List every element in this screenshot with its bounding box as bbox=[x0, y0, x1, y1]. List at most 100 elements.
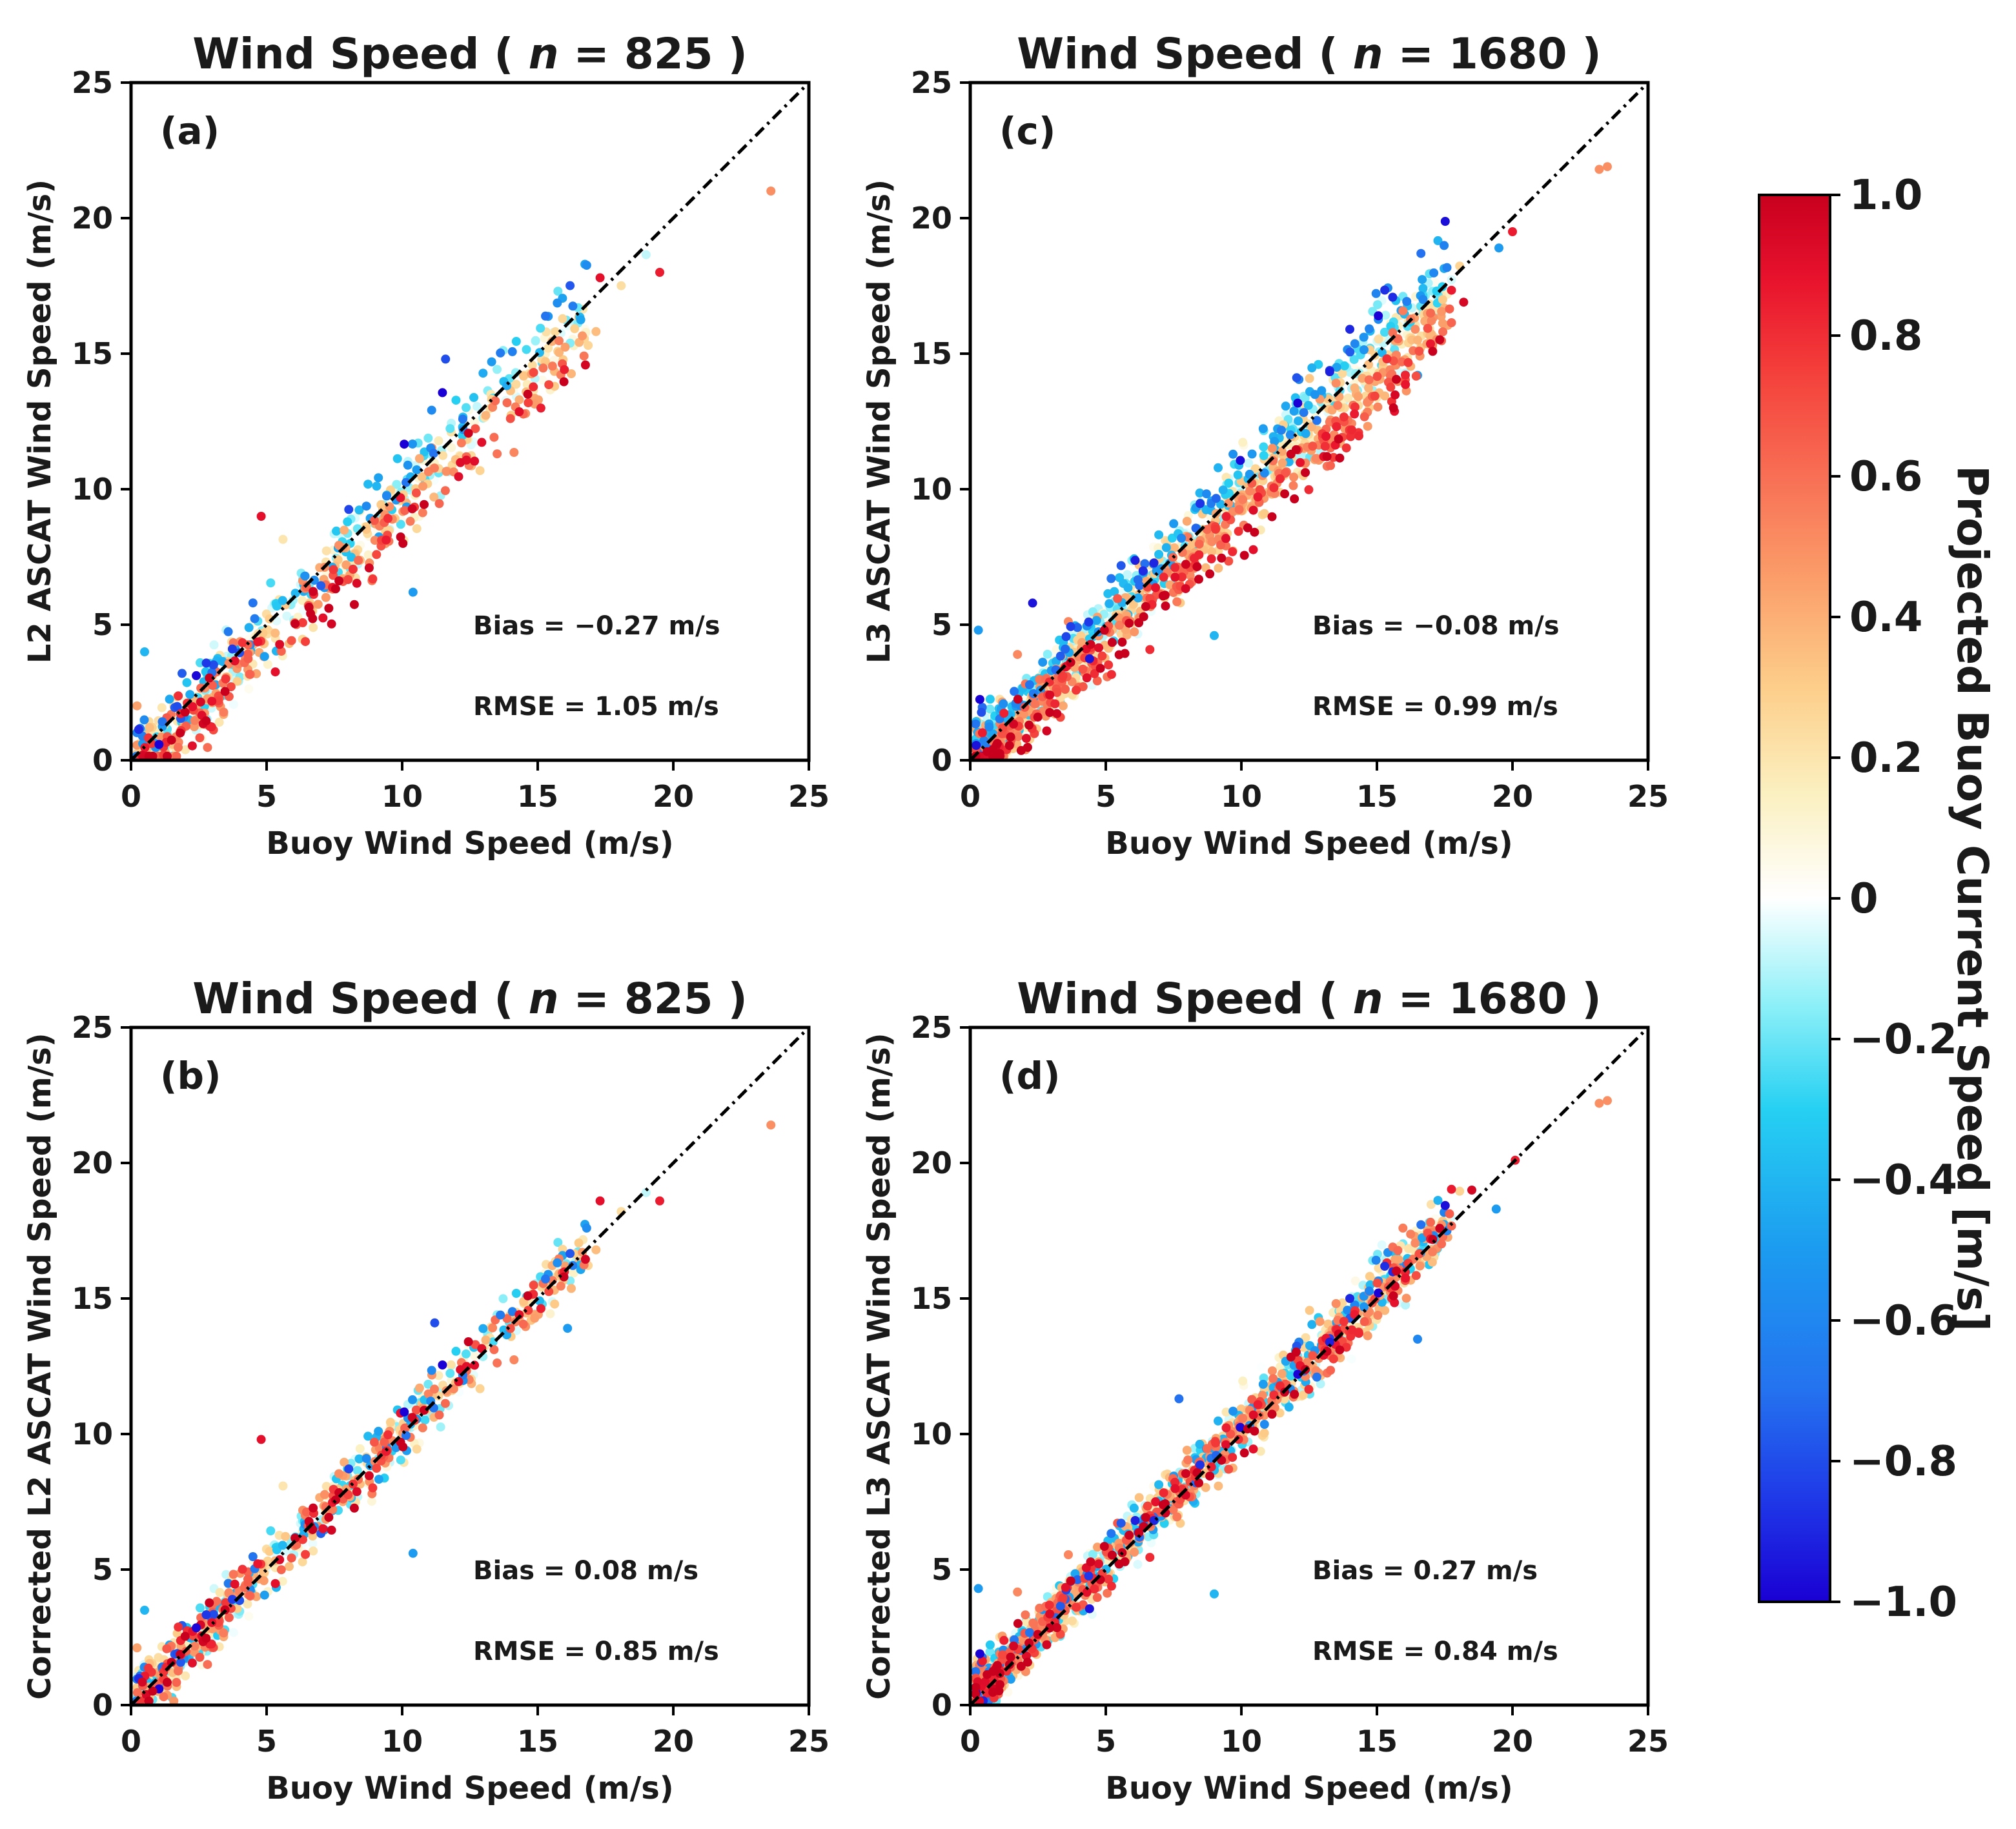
scatter-point bbox=[1398, 306, 1408, 316]
scatter-point bbox=[1028, 1618, 1038, 1628]
scatter-point bbox=[272, 601, 281, 611]
scatter-point bbox=[1058, 701, 1068, 711]
scatter-point bbox=[190, 1641, 199, 1651]
scatter-point bbox=[1603, 1096, 1612, 1106]
scatter-point bbox=[1043, 649, 1052, 659]
scatter-point bbox=[1286, 449, 1296, 459]
scatter-point bbox=[298, 596, 307, 605]
panel-label: (b) bbox=[160, 1054, 221, 1098]
scatter-point bbox=[1428, 1247, 1438, 1257]
scatter-point bbox=[265, 1546, 274, 1556]
scatter-point bbox=[209, 660, 218, 670]
scatter-point bbox=[595, 1196, 605, 1206]
scatter-point bbox=[287, 636, 296, 645]
scatter-point bbox=[1320, 441, 1330, 451]
scatter-point bbox=[1202, 1444, 1212, 1453]
scatter-point bbox=[232, 676, 242, 686]
y-tick-label: 15 bbox=[911, 336, 952, 371]
scatter-point bbox=[1226, 1430, 1236, 1439]
scatter-point bbox=[308, 614, 318, 623]
scatter-point bbox=[1381, 310, 1390, 320]
scatter-point bbox=[180, 707, 190, 717]
scatter-point bbox=[308, 1539, 318, 1548]
scatter-point bbox=[1350, 402, 1359, 412]
scatter-point bbox=[1278, 447, 1287, 456]
scatter-point bbox=[493, 365, 502, 374]
scatter-point bbox=[1095, 663, 1105, 673]
scatter-point bbox=[481, 1335, 491, 1345]
scatter-point bbox=[1426, 1200, 1436, 1209]
scatter-point bbox=[1202, 525, 1212, 534]
scatter-point bbox=[595, 273, 605, 283]
scatter-point bbox=[1437, 307, 1447, 316]
scatter-point bbox=[1116, 561, 1126, 571]
scatter-point bbox=[1192, 562, 1202, 572]
scatter-point bbox=[1392, 374, 1401, 384]
scatter-point bbox=[1245, 486, 1254, 496]
scatter-point bbox=[446, 1360, 456, 1369]
scatter-point bbox=[266, 578, 276, 588]
scatter-point bbox=[1135, 581, 1145, 591]
scatter-point bbox=[1106, 574, 1116, 583]
y-tick-label: 25 bbox=[72, 1010, 113, 1045]
scatter-point bbox=[447, 443, 456, 452]
scatter-point bbox=[502, 1314, 512, 1324]
scatter-point bbox=[1433, 1196, 1443, 1205]
scatter-point bbox=[509, 1355, 519, 1364]
y-tick-label: 0 bbox=[92, 743, 113, 778]
scatter-point bbox=[278, 596, 287, 605]
scatter-point bbox=[1125, 618, 1134, 628]
scatter-point bbox=[1401, 370, 1410, 380]
scatter-point bbox=[412, 524, 422, 534]
scatter-point bbox=[1050, 699, 1060, 709]
scatter-point bbox=[1594, 1098, 1604, 1108]
scatter-point bbox=[1072, 685, 1081, 695]
scatter-point bbox=[475, 1384, 485, 1393]
scatter-point bbox=[238, 638, 247, 647]
y-tick-label: 5 bbox=[92, 607, 113, 642]
scatter-point bbox=[1426, 308, 1436, 318]
scatter-point bbox=[972, 741, 981, 750]
scatter-point bbox=[1268, 1366, 1277, 1376]
scatter-point bbox=[1214, 463, 1223, 472]
scatter-point bbox=[260, 652, 269, 662]
x-tick-label: 5 bbox=[256, 779, 277, 814]
scatter-point bbox=[229, 1570, 238, 1579]
scatter-point bbox=[165, 694, 174, 704]
scatter-point bbox=[1028, 598, 1037, 608]
scatter-point bbox=[984, 722, 994, 732]
scatter-point bbox=[1508, 227, 1517, 236]
scatter-point bbox=[430, 463, 439, 473]
scatter-point bbox=[354, 505, 364, 515]
scatter-point bbox=[144, 1696, 154, 1706]
scatter-point bbox=[363, 1431, 373, 1441]
scatter-point bbox=[176, 728, 185, 738]
scatter-point bbox=[514, 407, 524, 416]
scatter-point bbox=[1194, 540, 1204, 549]
panel-title: Wind Speed ( n = 1680 ) bbox=[1017, 974, 1601, 1024]
scatter-point bbox=[1182, 516, 1192, 526]
scatter-point bbox=[559, 377, 569, 387]
scatter-point bbox=[374, 473, 383, 483]
scatter-point bbox=[591, 1245, 601, 1255]
scatter-point bbox=[143, 1663, 153, 1673]
scatter-point bbox=[1359, 345, 1369, 354]
scatter-point bbox=[1228, 1406, 1238, 1416]
scatter-point bbox=[385, 1417, 395, 1427]
scatter-point bbox=[441, 354, 451, 364]
scatter-point bbox=[212, 1597, 221, 1606]
scatter-point bbox=[1169, 519, 1179, 529]
scatter-point bbox=[1143, 1501, 1152, 1511]
scatter-point bbox=[174, 691, 183, 701]
scatter-point bbox=[1207, 554, 1216, 563]
scatter-point bbox=[429, 492, 439, 502]
scatter-point bbox=[1307, 363, 1317, 372]
scatter-point bbox=[1372, 1278, 1382, 1288]
scatter-point bbox=[568, 301, 578, 311]
scatter-point bbox=[1603, 162, 1612, 172]
scatter-point bbox=[1371, 1255, 1381, 1265]
x-tick-label: 5 bbox=[1095, 779, 1116, 814]
scatter-point bbox=[1300, 393, 1310, 403]
